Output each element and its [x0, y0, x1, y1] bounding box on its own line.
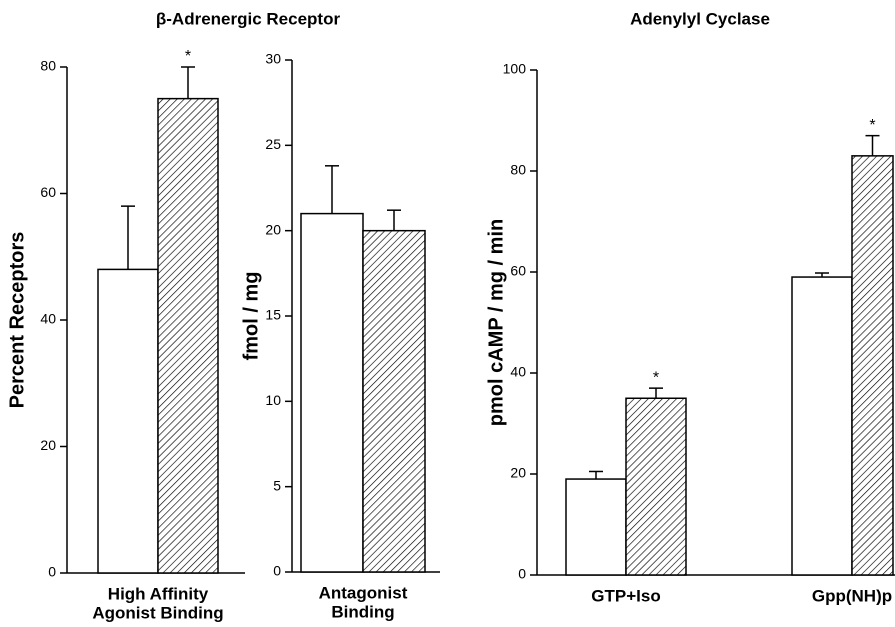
y-tick-label: 5: [273, 477, 281, 493]
y-tick-label: 40: [40, 311, 56, 327]
x-tick-label: Agonist Binding: [92, 603, 223, 622]
y-tick-label: 20: [40, 437, 56, 453]
y-tick-label: 100: [503, 61, 527, 77]
significance-marker: *: [185, 48, 191, 65]
significance-marker: *: [869, 117, 875, 134]
bar: [300, 212, 364, 573]
y-tick-label: 0: [48, 564, 56, 580]
bar: [791, 276, 853, 576]
bar: [362, 229, 426, 573]
bar: [625, 397, 687, 576]
y-tick-label: 0: [273, 563, 281, 579]
y-tick-label: 0: [518, 566, 526, 582]
y-tick-label: 80: [510, 162, 526, 178]
x-tick-label: Gpp(NH)p: [812, 586, 892, 605]
y-tick-label: 80: [40, 58, 56, 74]
x-tick-label: High Affinity: [108, 584, 209, 603]
y-tick-label: 40: [510, 364, 526, 380]
chart-title: β-Adrenergic Receptor: [156, 9, 341, 28]
x-tick-label: GTP+Iso: [591, 586, 660, 605]
y-tick-label: 15: [265, 307, 281, 323]
bar: [851, 155, 894, 576]
y-axis-label: fmol / mg: [240, 272, 262, 361]
x-tick-label: Binding: [331, 602, 394, 621]
significance-marker: *: [653, 369, 659, 386]
y-tick-label: 20: [265, 221, 281, 237]
y-tick-label: 10: [265, 392, 281, 408]
bar: [565, 478, 627, 576]
chart-title: Adenylyl Cyclase: [630, 9, 770, 28]
bar: [97, 268, 159, 574]
y-tick-label: 30: [265, 51, 281, 67]
y-tick-label: 60: [40, 184, 56, 200]
y-tick-label: 25: [265, 136, 281, 152]
bar: [157, 97, 219, 574]
y-tick-label: 60: [510, 263, 526, 279]
y-axis-label: Percent Receptors: [6, 232, 28, 409]
x-tick-label: Antagonist: [319, 583, 408, 602]
y-tick-label: 20: [510, 465, 526, 481]
y-axis-label: pmol cAMP / mg / min: [485, 219, 507, 426]
